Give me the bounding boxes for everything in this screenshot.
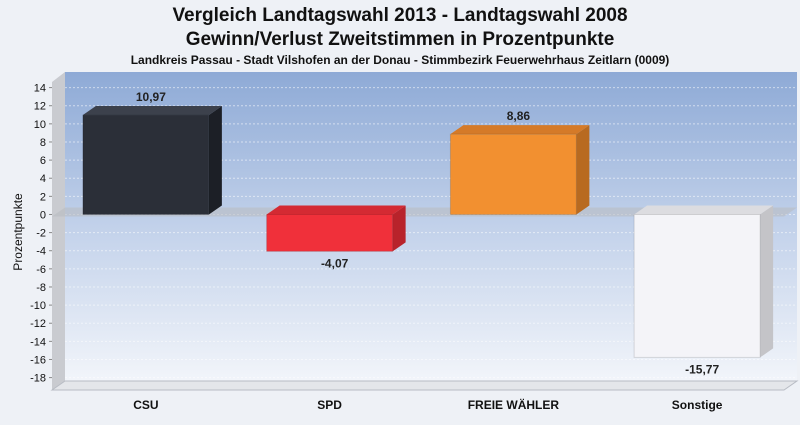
y-tick-label: -8 (36, 282, 46, 294)
bar-side (392, 205, 406, 252)
y-tick-label: -16 (30, 354, 46, 366)
plot-side-wall (52, 72, 65, 390)
y-tick-label: 10 (34, 119, 46, 131)
bar-sonstige (633, 205, 774, 358)
y-axis-label: Prozentpunkte (11, 193, 25, 271)
y-tick-label: -18 (30, 373, 46, 385)
chart-subtitle: Landkreis Passau - Stadt Vilshofen an de… (131, 53, 670, 67)
data-label: -4,07 (321, 256, 349, 270)
bar-side (760, 205, 774, 358)
y-tick-label: 0 (40, 209, 46, 221)
data-label: -15,77 (685, 362, 719, 376)
x-tick-label: CSU (133, 398, 158, 412)
bar (633, 213, 761, 358)
bar-top (634, 205, 774, 215)
bar-freie-w-hler (449, 125, 590, 215)
data-label: 10,97 (136, 90, 166, 104)
bar-side (208, 106, 222, 215)
plot-floor (50, 380, 799, 391)
bar-side (576, 125, 590, 215)
y-tick-label: -6 (36, 264, 46, 276)
chart-title: Vergleich Landtagswahl 2013 - Landtagswa… (172, 5, 627, 26)
y-tick-label: 14 (34, 83, 46, 95)
x-tick-label: SPD (317, 398, 342, 412)
bar-top (82, 106, 222, 116)
plot-area: 14 12 10 8 6 4 2 0 -2 -4 -6 -8 -10 -12 -14 -16 -18 10,97 C… (30, 72, 799, 412)
y-tick-label: -14 (30, 336, 46, 348)
x-tick-label: Sonstige (672, 398, 723, 412)
bar-spd (266, 205, 406, 252)
y-tick-label: -10 (30, 300, 46, 312)
x-tick-label: FREIE WÄHLER (468, 397, 560, 412)
bar-csu (82, 106, 222, 215)
zero-baseline (52, 207, 797, 217)
y-tick-label: 8 (40, 137, 46, 149)
y-tick-label: -4 (36, 246, 46, 258)
bar (266, 213, 394, 252)
data-label: 8,86 (507, 109, 531, 123)
y-tick-label: 6 (40, 155, 46, 167)
bar (82, 114, 210, 215)
bar-top (266, 205, 406, 215)
y-tick-label: 12 (34, 101, 46, 113)
y-tick-label: -2 (36, 228, 46, 240)
bar-top (450, 125, 590, 135)
bar (449, 133, 577, 215)
y-tick-label: -12 (30, 318, 46, 330)
chart-title-line2: Gewinn/Verlust Zweitstimmen in Prozentpu… (186, 29, 615, 50)
y-tick-label: 2 (40, 191, 46, 203)
y-tick-label: 4 (40, 173, 46, 185)
